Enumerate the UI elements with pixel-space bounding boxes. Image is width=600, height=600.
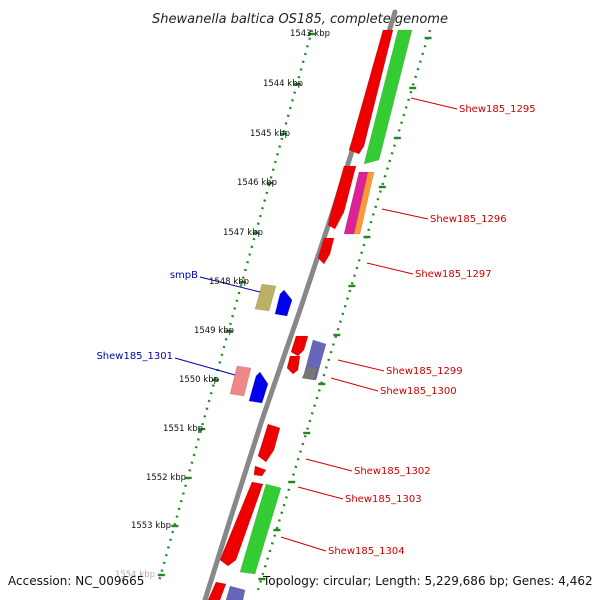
gene-feature: [327, 165, 357, 230]
scale-label: 1546 kbp: [237, 178, 277, 188]
scale-label: 1554 kbp: [115, 570, 155, 580]
gene-feature: [257, 423, 281, 463]
gene-feature: [274, 289, 293, 317]
gene-label: Shew185_1296: [430, 214, 507, 225]
gene-feature: [301, 365, 319, 381]
label-leader-line: [366, 262, 414, 275]
scale-label: 1552 kbp: [146, 473, 186, 483]
gene-feature: [254, 283, 277, 312]
gene-feature: [253, 465, 267, 477]
outer-scale-track: [256, 29, 432, 591]
scale-label: 1550 kbp: [179, 375, 219, 385]
gene-feature: [207, 581, 227, 600]
scale-label: 1547 kbp: [223, 228, 263, 238]
gene-label: Shew185_1299: [386, 366, 463, 377]
label-leader-line: [330, 377, 379, 392]
labels: 1543 kbp 1544 kbp 1545 kbp 1546 kbp 1547 kbp…: [96, 29, 535, 580]
gene-label: Shew185_1301: [96, 351, 173, 362]
scale-label: 1543 kbp: [290, 29, 330, 39]
gene-feature: [239, 483, 282, 575]
accession-text: Accession: NC_009665: [8, 574, 145, 588]
gene-label: Shew185_1302: [354, 466, 431, 477]
map-title: Shewanella baltica OS185, complete genom…: [152, 12, 448, 27]
gene-feature: [286, 355, 301, 375]
gene-label: Shew185_1300: [380, 386, 457, 397]
gene-label: Shew185_1297: [415, 269, 492, 280]
label-leader-line: [305, 458, 353, 472]
scale-label: 1549 kbp: [194, 326, 234, 336]
label-leader-line: [410, 97, 458, 110]
gene-label: Shew185_1295: [459, 104, 536, 115]
gene-feature: [363, 29, 413, 165]
label-leader-line: [280, 536, 327, 552]
label-leader-line: [297, 486, 344, 500]
label-leader-line: [381, 208, 429, 220]
gene-feature: [317, 237, 335, 265]
gene-feature: [290, 335, 309, 357]
label-leader-line: [199, 276, 261, 293]
scale-ticks: [156, 29, 432, 591]
label-leader-line: [174, 357, 236, 376]
gene-feature: [229, 365, 252, 397]
gene-feature: [225, 585, 246, 600]
gene-features: [207, 29, 413, 600]
gene-label: Shew185_1304: [328, 546, 405, 557]
scale-label: 1545 kbp: [250, 129, 290, 139]
gene-feature: [219, 481, 264, 567]
scale-label: 1553 kbp: [131, 521, 171, 531]
label-leaders: [174, 97, 458, 552]
topology-text: Topology: circular; Length: 5,229,686 bp…: [263, 574, 593, 588]
gene-feature: [348, 29, 394, 155]
label-leader-line: [337, 359, 385, 372]
gene-label: smpB: [170, 270, 198, 281]
gene-label: Shew185_1303: [345, 494, 422, 505]
gene-feature: [248, 371, 269, 404]
scale-label: 1551 kbp: [163, 424, 203, 434]
gene-feature: [353, 171, 375, 235]
scale-label: 1548 kbp: [209, 277, 249, 287]
scale-label: 1544 kbp: [263, 79, 303, 89]
